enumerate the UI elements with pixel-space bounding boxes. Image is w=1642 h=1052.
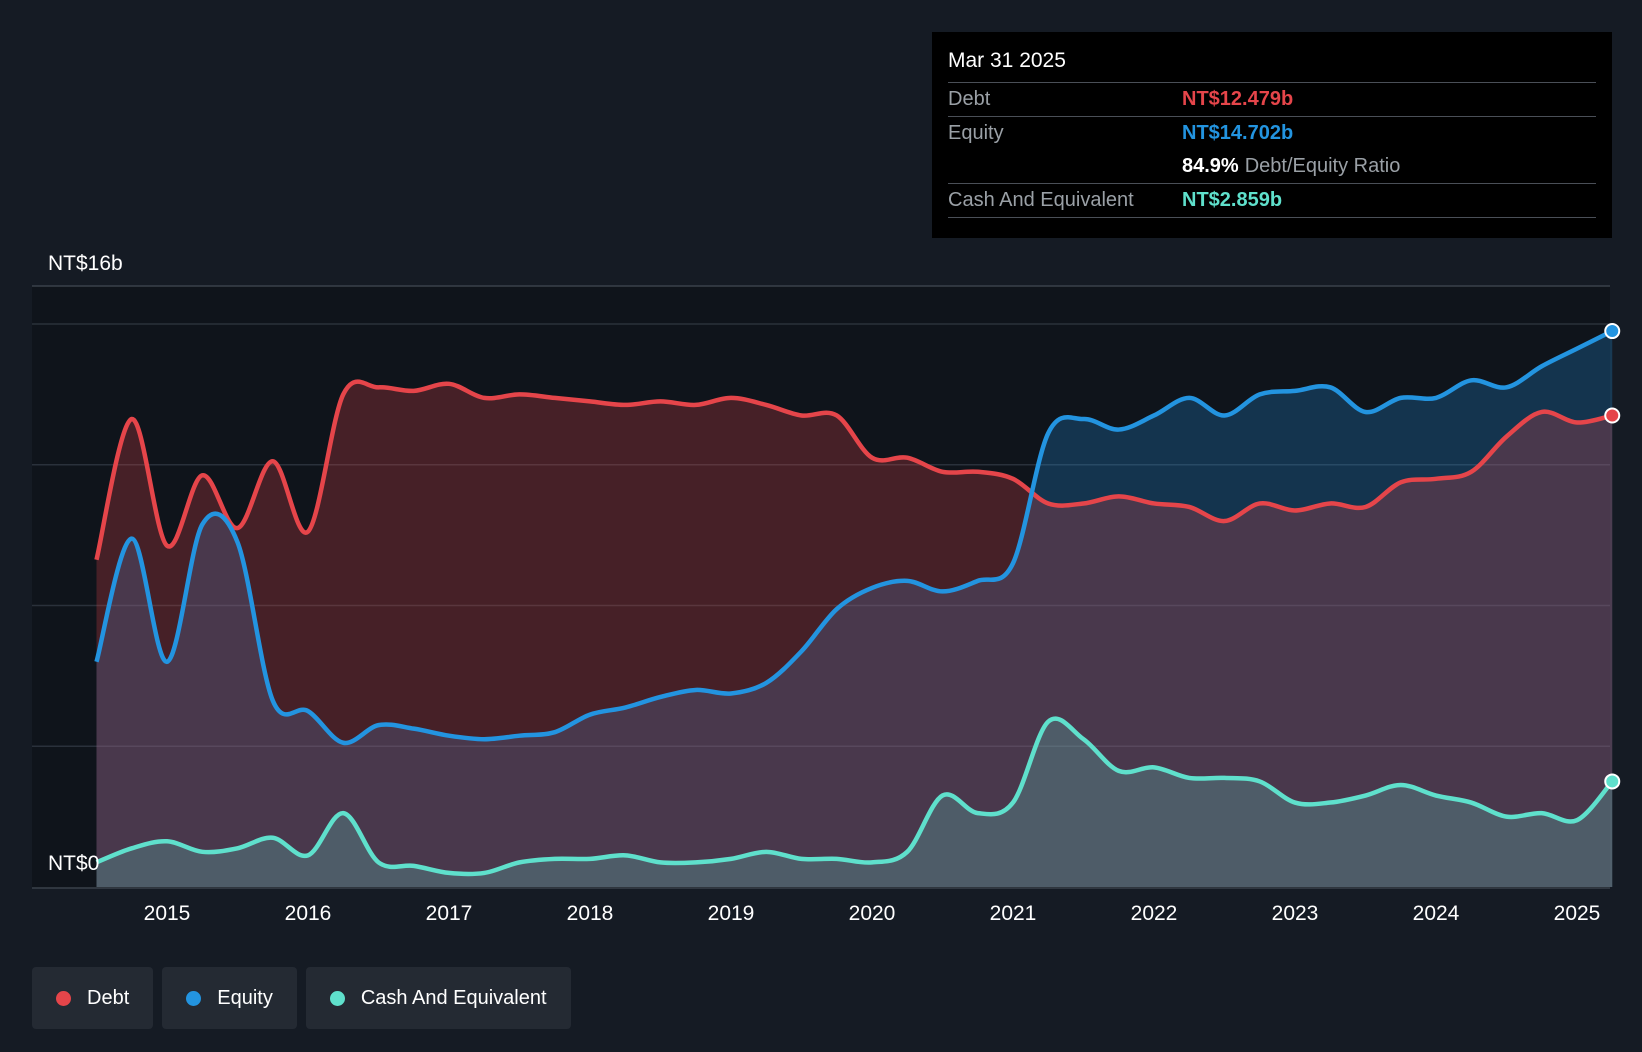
legend-dot-debt-icon (56, 990, 71, 1006)
tooltip-ratio-value: 84.9% (1182, 155, 1239, 177)
legend-label-equity: Equity (217, 986, 273, 1009)
equity-end-marker (1604, 323, 1621, 340)
tooltip-cash-label: Cash And Equivalent (948, 189, 1134, 211)
tooltip-debt-label: Debt (948, 88, 991, 110)
legend-label-debt: Debt (87, 986, 130, 1009)
tooltip-cash-value: NT$2.859b (1182, 189, 1283, 211)
debt-line (94, 379, 1613, 561)
legend-item-cash[interactable]: Cash And Equivalent (305, 967, 571, 1029)
x-tick-label-2020: 2020 (849, 902, 896, 925)
tooltip-equity-label: Equity (948, 122, 1004, 144)
equity-line (94, 329, 1614, 745)
equity-area (96, 331, 1613, 888)
x-tick-label-2021: 2021 (990, 902, 1037, 925)
x-tick-label-2015: 2015 (144, 902, 191, 925)
tooltip-panel: Mar 31 2025 Debt NT$12.479b Equity NT$14… (932, 32, 1612, 238)
tooltip-date: Mar 31 2025 (948, 49, 1066, 72)
legend-item-equity[interactable]: Equity (162, 967, 297, 1029)
x-tick-label-2023: 2023 (1272, 902, 1319, 925)
tooltip-debt-row: Debt NT$12.479b (948, 82, 1596, 116)
tooltip-ratio-row: 84.9% Debt/Equity Ratio (948, 150, 1596, 183)
legend-dot-equity-icon (186, 990, 202, 1006)
y-axis-label-top: NT$16b (48, 252, 123, 275)
x-tick-label-2016: 2016 (285, 902, 332, 925)
plot-area (32, 286, 1610, 888)
x-tick-label-2024: 2024 (1413, 902, 1460, 925)
tooltip-equity-row: Equity NT$14.702b (948, 116, 1596, 150)
tooltip-equity-value: NT$14.702b (1182, 122, 1294, 144)
x-tick-label-2017: 2017 (426, 902, 473, 925)
cash-area (96, 718, 1613, 887)
cash-end-marker (1604, 773, 1621, 790)
x-tick-label-2018: 2018 (567, 902, 614, 925)
x-tick-label-2025: 2025 (1554, 902, 1601, 925)
x-tick-label-2019: 2019 (708, 902, 755, 925)
x-tick-label-2022: 2022 (1131, 902, 1178, 925)
debt-area (96, 381, 1613, 887)
tooltip-debt-value: NT$12.479b (1182, 88, 1294, 110)
cash-line (95, 716, 1614, 877)
tooltip-ratio-label: Debt/Equity Ratio (1244, 155, 1401, 177)
tooltip-cash-row: Cash And Equivalent NT$2.859b (948, 183, 1596, 218)
legend-label-cash: Cash And Equivalent (360, 986, 547, 1009)
debt-end-marker (1604, 407, 1621, 424)
y-axis-label-bottom: NT$0 (48, 852, 99, 875)
legend-dot-cash-icon (329, 990, 345, 1006)
chart-legend: Debt Equity Cash And Equivalent (32, 967, 571, 1029)
legend-item-debt[interactable]: Debt (32, 967, 154, 1029)
